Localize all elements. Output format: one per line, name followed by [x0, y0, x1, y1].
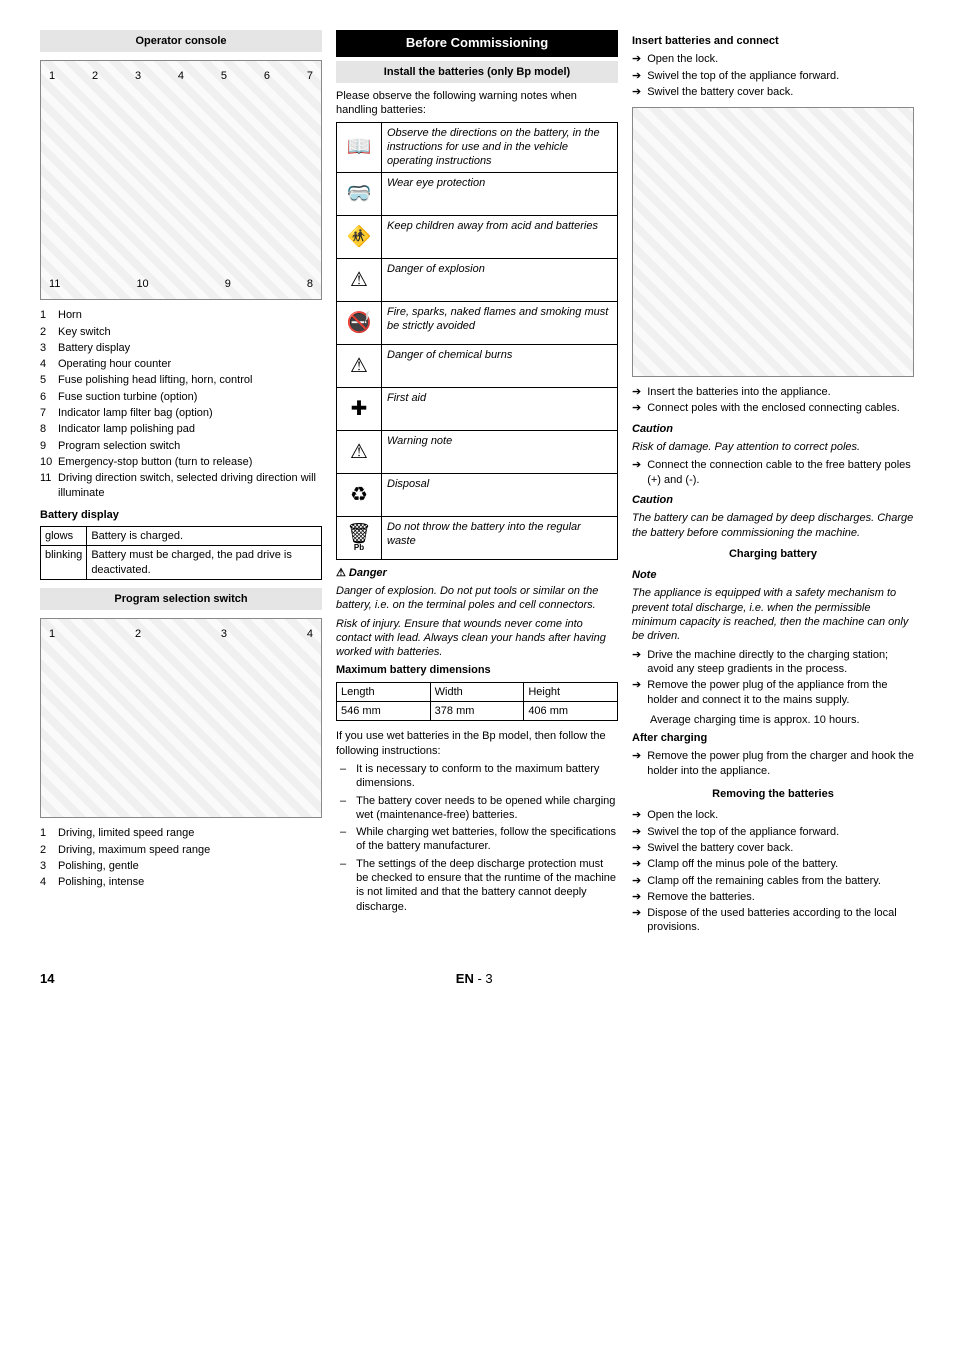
battery-display-label: Battery display [40, 508, 322, 522]
danger-label: Danger [336, 566, 618, 580]
warning-intro: Please observe the following warning not… [336, 89, 618, 118]
page-number-left: 14 [40, 971, 54, 988]
battery-warnings-table: 📖Observe the directions on the battery, … [336, 122, 618, 560]
caution-1-label: Caution [632, 422, 914, 436]
after-figure-steps: Insert the batteries into the appliance.… [632, 385, 914, 416]
program-switch-header: Program selection switch [40, 588, 322, 610]
operator-console-legend: 1Horn2Key switch3Battery display4Operati… [40, 308, 322, 500]
charge-steps: Drive the machine directly to the chargi… [632, 648, 914, 707]
dimensions-table: LengthWidthHeight546 mm378 mm406 mm [336, 682, 618, 722]
caution-2-label: Caution [632, 493, 914, 507]
charging-battery-header: Charging battery [632, 544, 914, 564]
page-footer: 14 EN - 3 [40, 971, 914, 988]
wet-batteries-list: It is necessary to conform to the maximu… [336, 762, 618, 914]
program-switch-legend: 1Driving, limited speed range2Driving, m… [40, 826, 322, 889]
note-label: Note [632, 568, 914, 582]
caution-1-text: Risk of damage. Pay attention to correct… [632, 440, 914, 454]
insert-steps: Open the lock.Swivel the top of the appl… [632, 52, 914, 99]
max-dimensions-label: Maximum battery dimensions [336, 663, 618, 677]
program-switch-figure: 1234 [40, 618, 322, 818]
operator-console-figure: 1234567 111098 [40, 60, 322, 300]
note-text: The appliance is equipped with a safety … [632, 586, 914, 643]
battery-compartment-figure [632, 107, 914, 377]
charge-time: Average charging time is approx. 10 hour… [650, 713, 914, 727]
caution-2-text: The battery can be damaged by deep disch… [632, 511, 914, 540]
remove-steps: Open the lock.Swivel the top of the appl… [632, 808, 914, 934]
danger-text-2: Risk of injury. Ensure that wounds never… [336, 617, 618, 660]
install-batteries-header: Install the batteries (only Bp model) [336, 61, 618, 83]
after-charging-label: After charging [632, 731, 914, 745]
page-sub-number: 3 [485, 971, 492, 986]
after-charging-step: Remove the power plug from the charger a… [632, 749, 914, 778]
insert-batteries-label: Insert batteries and connect [632, 34, 914, 48]
caution-1-step: Connect the connection cable to the free… [632, 458, 914, 487]
operator-console-header: Operator console [40, 30, 322, 52]
battery-display-table: glowsBattery is charged.blinkingBattery … [40, 526, 322, 580]
removing-batteries-header: Removing the batteries [632, 784, 914, 804]
danger-text-1: Danger of explosion. Do not put tools or… [336, 584, 618, 613]
before-commissioning-header: Before Commissioning [336, 30, 618, 57]
wet-batteries-intro: If you use wet batteries in the Bp model… [336, 729, 618, 758]
lang-code: EN [456, 971, 474, 986]
